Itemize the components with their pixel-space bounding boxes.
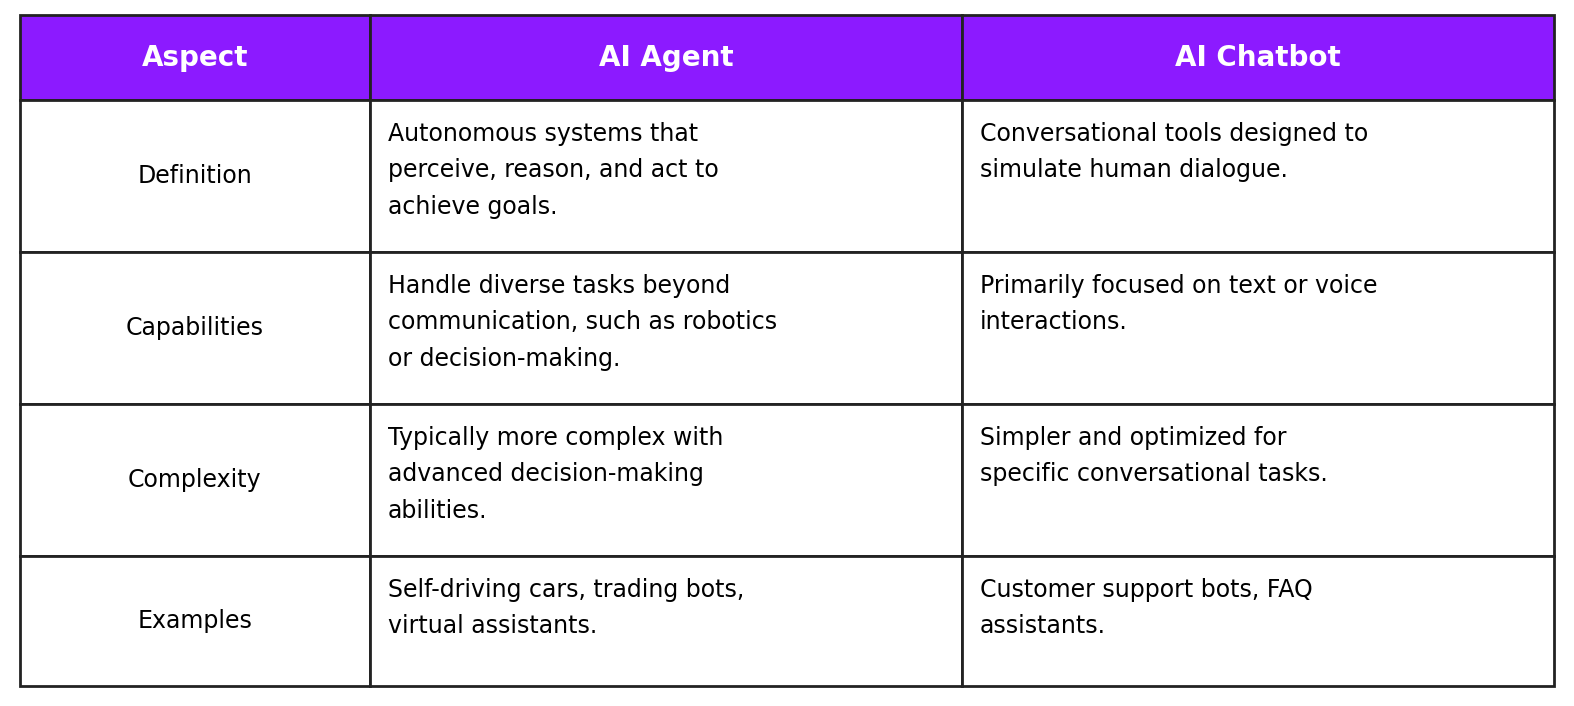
- Text: AI Agent: AI Agent: [598, 44, 733, 71]
- Text: Definition: Definition: [137, 164, 252, 188]
- Text: AI Chatbot: AI Chatbot: [1176, 44, 1341, 71]
- Bar: [962, 100, 1554, 252]
- Bar: [962, 556, 1554, 686]
- Bar: [370, 556, 962, 686]
- Text: Self-driving cars, trading bots,
virtual assistants.: Self-driving cars, trading bots, virtual…: [387, 578, 745, 638]
- Text: Customer support bots, FAQ
assistants.: Customer support bots, FAQ assistants.: [981, 578, 1313, 638]
- Bar: [20, 15, 370, 100]
- Text: Handle diverse tasks beyond
communication, such as robotics
or decision-making.: Handle diverse tasks beyond communicatio…: [387, 274, 778, 371]
- Text: Simpler and optimized for
specific conversational tasks.: Simpler and optimized for specific conve…: [981, 426, 1327, 486]
- Bar: [20, 556, 370, 686]
- Text: Aspect: Aspect: [142, 44, 249, 71]
- Bar: [370, 252, 962, 404]
- Bar: [962, 15, 1554, 100]
- Text: Primarily focused on text or voice
interactions.: Primarily focused on text or voice inter…: [981, 274, 1377, 335]
- Bar: [962, 404, 1554, 556]
- Bar: [20, 252, 370, 404]
- Bar: [370, 100, 962, 252]
- Bar: [962, 252, 1554, 404]
- Bar: [20, 100, 370, 252]
- Bar: [370, 404, 962, 556]
- Text: Typically more complex with
advanced decision-making
abilities.: Typically more complex with advanced dec…: [387, 426, 722, 522]
- Bar: [20, 404, 370, 556]
- Text: Complexity: Complexity: [127, 468, 261, 492]
- Text: Capabilities: Capabilities: [126, 316, 264, 340]
- Text: Conversational tools designed to
simulate human dialogue.: Conversational tools designed to simulat…: [981, 122, 1368, 182]
- Bar: [370, 15, 962, 100]
- Text: Examples: Examples: [137, 609, 252, 633]
- Text: Autonomous systems that
perceive, reason, and act to
achieve goals.: Autonomous systems that perceive, reason…: [387, 122, 718, 219]
